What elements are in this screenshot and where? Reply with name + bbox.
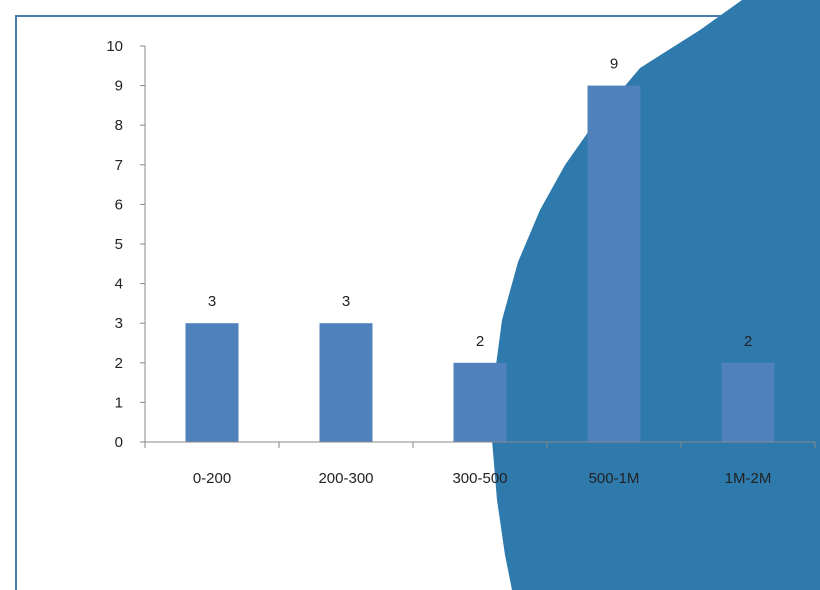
data-label: 3	[208, 293, 216, 310]
y-tick-label: 9	[115, 78, 123, 95]
bar-1M-2M	[721, 362, 775, 442]
y-tick-label: 3	[115, 315, 123, 332]
data-label: 2	[744, 333, 752, 350]
axis-layer	[140, 45, 816, 448]
data-label: 3	[342, 293, 350, 310]
chart-frame	[15, 15, 820, 590]
y-tick-label: 5	[115, 236, 123, 253]
x-category-label: 500-1M	[589, 470, 640, 487]
y-tick-label: 8	[115, 117, 123, 134]
data-label: 9	[610, 56, 618, 73]
bars-layer	[185, 85, 775, 442]
y-tick-label: 7	[115, 157, 123, 174]
y-tick-label: 2	[115, 355, 123, 372]
y-tick-label: 4	[115, 276, 123, 293]
x-category-label: 300-500	[452, 470, 507, 487]
overlay-layer	[492, 0, 820, 590]
y-tick-label: 1	[115, 394, 123, 411]
bar-500-1M	[587, 85, 641, 442]
y-tick-label: 10	[106, 38, 123, 55]
data-label: 2	[476, 333, 484, 350]
x-category-label: 1M-2M	[725, 470, 772, 487]
bar-300-500	[453, 362, 507, 442]
x-category-label: 200-300	[318, 470, 373, 487]
bar-0-200	[185, 323, 239, 442]
bar-200-300	[319, 323, 373, 442]
labels-layer: 0 1 2 3 4 5 6 7 8 9 10 0-200 200-300 300-500 500-1M 1M-…	[106, 38, 771, 487]
x-category-label: 0-200	[193, 470, 231, 487]
overlay-shape	[492, 0, 820, 590]
y-tick-label: 0	[115, 434, 123, 451]
y-tick-label: 6	[115, 196, 123, 213]
